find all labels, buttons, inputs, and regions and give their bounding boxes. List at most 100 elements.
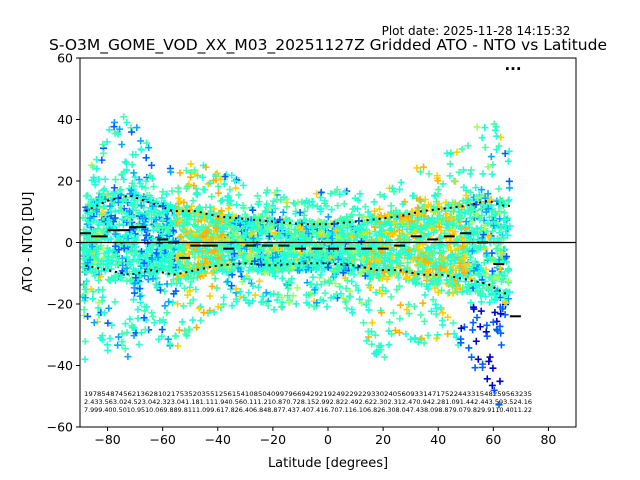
data-point <box>142 154 150 162</box>
data-point <box>123 118 131 126</box>
data-point <box>206 203 214 211</box>
data-point <box>116 125 124 133</box>
data-point <box>306 290 314 298</box>
data-point <box>195 245 203 253</box>
data-point <box>171 204 179 212</box>
data-point <box>453 148 461 156</box>
data-point <box>109 190 117 198</box>
data-point <box>141 272 149 280</box>
data-point <box>159 216 167 224</box>
data-point <box>328 234 336 242</box>
data-point <box>166 340 174 348</box>
data-point <box>93 156 101 164</box>
data-point <box>481 237 489 245</box>
data-point <box>358 299 366 307</box>
data-point <box>172 287 180 295</box>
data-point <box>318 228 326 236</box>
data-point <box>451 200 459 208</box>
data-point <box>395 250 403 258</box>
data-point <box>158 326 166 334</box>
data-point <box>377 342 385 350</box>
x-tick-label: −60 <box>149 432 175 447</box>
data-point <box>186 325 194 333</box>
data-point <box>334 255 342 263</box>
data-point <box>404 222 412 230</box>
data-point <box>336 190 344 198</box>
data-point <box>206 179 214 187</box>
data-point <box>449 279 457 287</box>
data-point <box>157 248 165 256</box>
data-point <box>387 293 395 301</box>
data-point <box>324 213 332 221</box>
data-point <box>130 182 138 190</box>
data-point <box>176 222 184 230</box>
data-point <box>366 275 374 283</box>
data-point <box>332 227 340 235</box>
data-point <box>425 231 433 239</box>
data-point <box>187 234 195 242</box>
x-tick-label: 80 <box>540 432 556 447</box>
data-point <box>152 249 160 257</box>
data-point <box>193 191 201 199</box>
data-point <box>165 263 173 271</box>
data-point <box>172 264 180 272</box>
data-point <box>183 332 191 340</box>
data-point <box>219 251 227 259</box>
data-point <box>276 216 284 224</box>
data-point <box>379 284 387 292</box>
data-point <box>488 170 496 178</box>
data-point <box>388 267 396 275</box>
data-point <box>234 252 242 260</box>
data-point <box>293 284 301 292</box>
data-point <box>130 324 138 332</box>
data-point <box>388 258 396 266</box>
stats-table: 1978548745621362810217535203551256154108… <box>84 391 532 414</box>
data-point <box>80 281 88 289</box>
data-point <box>504 157 512 165</box>
data-point <box>414 214 422 222</box>
data-point <box>468 353 476 361</box>
data-point <box>249 206 257 214</box>
data-point <box>271 229 279 237</box>
data-point <box>444 221 452 229</box>
data-point <box>472 337 480 345</box>
data-point <box>395 329 403 337</box>
data-point <box>371 331 379 339</box>
data-point <box>268 208 276 216</box>
data-point <box>250 222 258 230</box>
data-point <box>432 310 440 318</box>
data-point <box>99 286 107 294</box>
data-point <box>87 161 95 169</box>
data-point <box>127 249 135 257</box>
data-point <box>434 177 442 185</box>
data-point <box>361 203 369 211</box>
data-point <box>169 299 177 307</box>
data-point <box>156 239 164 247</box>
data-point <box>176 169 184 177</box>
data-point <box>324 231 332 239</box>
data-point <box>313 233 321 241</box>
data-point <box>110 184 118 192</box>
data-point <box>381 230 389 238</box>
data-point <box>366 230 374 238</box>
data-point <box>288 264 296 272</box>
data-point <box>345 257 353 265</box>
data-point <box>309 273 317 281</box>
data-point <box>107 207 115 215</box>
data-point <box>111 214 119 222</box>
data-point <box>97 334 105 342</box>
data-point <box>483 375 491 383</box>
data-point <box>382 228 390 236</box>
data-point <box>130 284 138 292</box>
data-point <box>420 216 428 224</box>
data-point <box>208 260 216 268</box>
data-point <box>186 206 194 214</box>
data-point <box>479 170 487 178</box>
data-point <box>290 246 298 254</box>
data-point <box>498 249 506 257</box>
data-point <box>199 173 207 181</box>
data-point <box>305 291 313 299</box>
data-point <box>143 139 151 147</box>
data-point <box>487 153 495 161</box>
data-point <box>155 209 163 217</box>
